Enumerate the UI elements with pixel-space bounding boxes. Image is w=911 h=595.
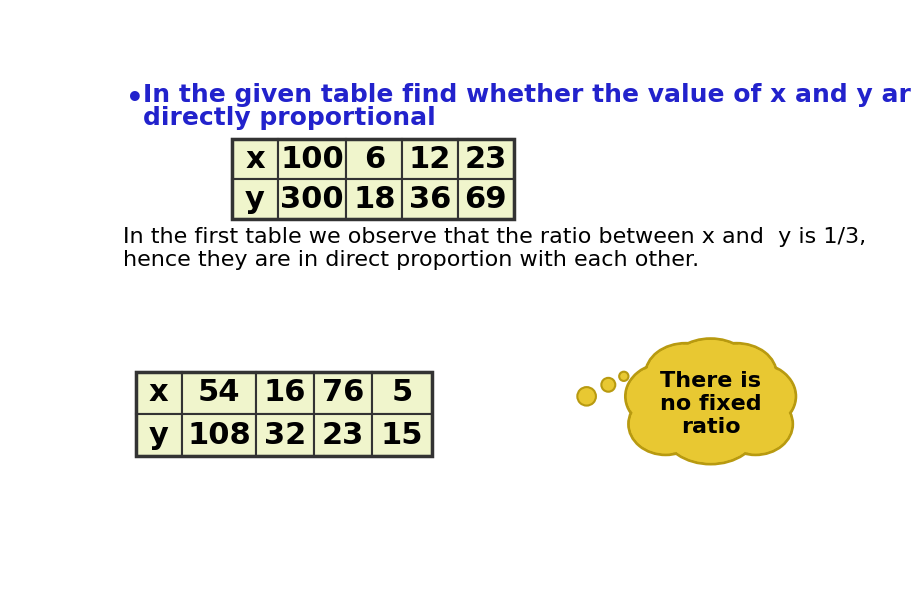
FancyBboxPatch shape bbox=[278, 179, 346, 219]
Ellipse shape bbox=[647, 345, 724, 403]
Text: •: • bbox=[127, 85, 144, 113]
Text: 5: 5 bbox=[392, 378, 413, 408]
FancyBboxPatch shape bbox=[402, 179, 458, 219]
FancyBboxPatch shape bbox=[231, 139, 278, 179]
Text: 36: 36 bbox=[409, 184, 451, 214]
Circle shape bbox=[601, 378, 615, 392]
FancyBboxPatch shape bbox=[372, 372, 433, 414]
FancyBboxPatch shape bbox=[182, 372, 256, 414]
Circle shape bbox=[619, 372, 629, 381]
Text: 54: 54 bbox=[198, 378, 241, 408]
FancyBboxPatch shape bbox=[458, 139, 514, 179]
Ellipse shape bbox=[712, 364, 794, 428]
FancyBboxPatch shape bbox=[313, 414, 372, 456]
Ellipse shape bbox=[627, 364, 709, 428]
Ellipse shape bbox=[711, 362, 796, 430]
Text: 300: 300 bbox=[281, 184, 344, 214]
Ellipse shape bbox=[630, 395, 701, 453]
Text: directly proportional: directly proportional bbox=[143, 106, 436, 130]
FancyBboxPatch shape bbox=[313, 372, 372, 414]
Text: y: y bbox=[245, 184, 265, 214]
Text: y: y bbox=[148, 421, 169, 450]
FancyBboxPatch shape bbox=[256, 372, 313, 414]
Text: 6: 6 bbox=[363, 145, 385, 174]
Text: 15: 15 bbox=[381, 421, 424, 450]
Ellipse shape bbox=[664, 399, 757, 464]
Ellipse shape bbox=[696, 343, 776, 405]
Text: 23: 23 bbox=[465, 145, 507, 174]
Text: There is
no fixed
ratio: There is no fixed ratio bbox=[660, 371, 762, 437]
Text: In the given table find whether the value of x and y are: In the given table find whether the valu… bbox=[143, 83, 911, 107]
FancyBboxPatch shape bbox=[346, 139, 402, 179]
FancyBboxPatch shape bbox=[136, 372, 182, 414]
Ellipse shape bbox=[654, 365, 767, 455]
Ellipse shape bbox=[670, 339, 751, 394]
FancyBboxPatch shape bbox=[256, 414, 313, 456]
Text: x: x bbox=[149, 378, 169, 408]
Text: In the first table we observe that the ratio between x and  y is 1/3,: In the first table we observe that the r… bbox=[123, 227, 866, 247]
FancyBboxPatch shape bbox=[402, 139, 458, 179]
Text: x: x bbox=[245, 145, 265, 174]
Ellipse shape bbox=[646, 343, 726, 405]
Ellipse shape bbox=[672, 340, 750, 393]
FancyBboxPatch shape bbox=[372, 414, 433, 456]
Ellipse shape bbox=[720, 395, 792, 453]
FancyBboxPatch shape bbox=[278, 139, 346, 179]
Text: 12: 12 bbox=[409, 145, 451, 174]
Ellipse shape bbox=[629, 393, 703, 455]
Ellipse shape bbox=[698, 345, 775, 403]
Text: 23: 23 bbox=[322, 421, 364, 450]
Text: 16: 16 bbox=[263, 378, 306, 408]
FancyBboxPatch shape bbox=[182, 414, 256, 456]
FancyBboxPatch shape bbox=[346, 179, 402, 219]
FancyBboxPatch shape bbox=[231, 179, 278, 219]
Ellipse shape bbox=[652, 364, 769, 456]
Text: 69: 69 bbox=[465, 184, 507, 214]
Text: 108: 108 bbox=[187, 421, 251, 450]
Text: 18: 18 bbox=[353, 184, 395, 214]
FancyBboxPatch shape bbox=[136, 414, 182, 456]
Text: 100: 100 bbox=[281, 145, 344, 174]
Text: 32: 32 bbox=[263, 421, 306, 450]
Ellipse shape bbox=[666, 401, 755, 462]
Ellipse shape bbox=[719, 393, 793, 455]
Text: 76: 76 bbox=[322, 378, 364, 408]
FancyBboxPatch shape bbox=[458, 179, 514, 219]
Text: hence they are in direct proportion with each other.: hence they are in direct proportion with… bbox=[123, 250, 700, 270]
Ellipse shape bbox=[625, 362, 711, 430]
Circle shape bbox=[578, 387, 596, 406]
